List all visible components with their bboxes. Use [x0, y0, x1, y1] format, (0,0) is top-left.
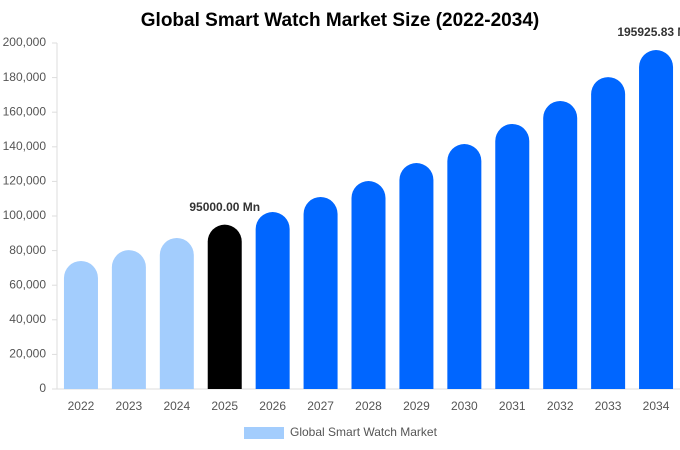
- y-tick-label: 0: [39, 381, 46, 395]
- y-tick-label: 100,000: [3, 208, 47, 222]
- bar: [447, 144, 482, 389]
- bar: [111, 250, 146, 389]
- x-tick-label: 2030: [451, 399, 478, 413]
- bar: [639, 50, 674, 390]
- y-tick-label: 20,000: [9, 347, 46, 361]
- legend-label: Global Smart Watch Market: [290, 425, 438, 439]
- y-tick-label: 140,000: [3, 139, 47, 153]
- bar: [255, 212, 290, 389]
- x-tick-label: 2022: [68, 399, 95, 413]
- y-tick-label: 60,000: [9, 277, 46, 291]
- bar: [159, 237, 194, 389]
- y-tick-label: 160,000: [3, 104, 47, 118]
- x-tick-label: 2028: [355, 399, 382, 413]
- bar: [351, 181, 386, 389]
- x-tick-label: 2033: [595, 399, 622, 413]
- value-label: 95000.00 Mn: [189, 200, 260, 214]
- y-tick-label: 200,000: [3, 35, 47, 49]
- x-tick-label: 2031: [499, 399, 526, 413]
- x-tick-label: 2034: [643, 399, 670, 413]
- legend-swatch: [244, 427, 284, 439]
- x-tick-label: 2026: [259, 399, 286, 413]
- x-tick-label: 2025: [211, 399, 238, 413]
- bar: [543, 100, 578, 389]
- y-tick-label: 80,000: [9, 243, 46, 257]
- x-tick-label: 2024: [163, 399, 190, 413]
- bar: [399, 163, 434, 389]
- y-tick-label: 40,000: [9, 312, 46, 326]
- bar: [63, 260, 98, 389]
- y-tick-label: 120,000: [3, 174, 47, 188]
- value-label: 195925.83 Mn: [617, 25, 680, 39]
- y-tick-label: 180,000: [3, 70, 47, 84]
- bar: [207, 224, 242, 389]
- x-tick-label: 2023: [116, 399, 143, 413]
- bar: [591, 77, 626, 390]
- x-tick-label: 2029: [403, 399, 430, 413]
- x-tick-label: 2032: [547, 399, 574, 413]
- x-tick-label: 2027: [307, 399, 334, 413]
- bar: [495, 123, 530, 389]
- chart-title: Global Smart Watch Market Size (2022-203…: [141, 10, 539, 31]
- bar: [303, 196, 338, 389]
